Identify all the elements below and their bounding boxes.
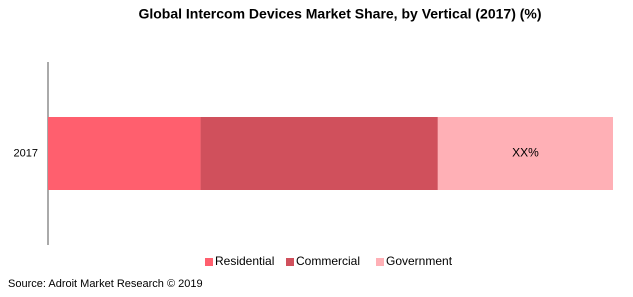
bar-segment xyxy=(48,117,201,190)
bar-segment xyxy=(437,117,613,190)
legend-swatch xyxy=(286,258,294,266)
bar-segment xyxy=(200,117,438,190)
source-note: Source: Adroit Market Research © 2019 xyxy=(8,278,203,290)
legend-label: Commercial xyxy=(296,254,360,268)
legend-label: Residential xyxy=(215,254,274,268)
chart-title: Global Intercom Devices Market Share, by… xyxy=(138,6,541,22)
legend-swatch xyxy=(205,258,213,266)
legend-label: Government xyxy=(386,254,453,268)
y-tick-label: 2017 xyxy=(14,147,38,159)
data-label: XX% xyxy=(512,146,539,160)
legend-swatch xyxy=(376,258,384,266)
